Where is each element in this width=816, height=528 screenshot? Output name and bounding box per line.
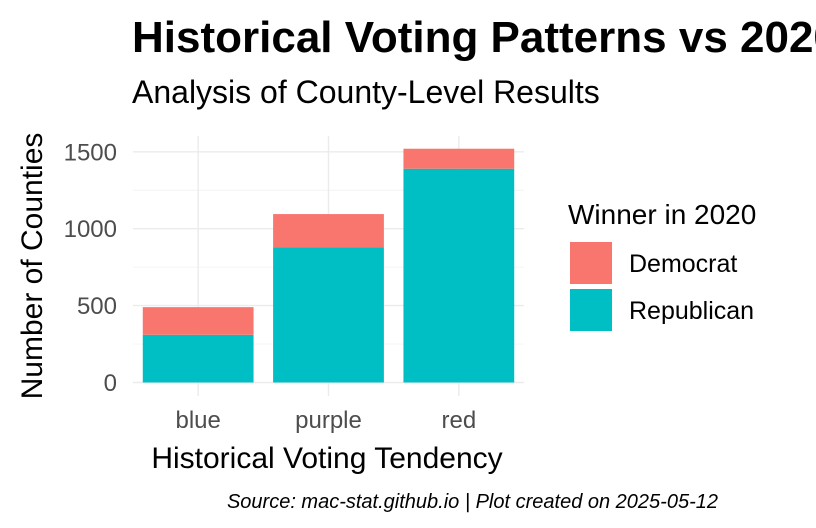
- x-tick-label: red: [441, 407, 476, 434]
- legend: Winner in 2020 Democrat Republican: [568, 199, 756, 331]
- bar-blue-democrat: [142, 307, 254, 335]
- x-tick-label: blue: [175, 407, 220, 434]
- y-tick-labels: 0 500 1000 1500: [64, 139, 117, 397]
- bar-red-republican: [403, 168, 515, 383]
- y-tick-label: 500: [77, 293, 117, 320]
- legend-label-democrat: Democrat: [629, 250, 737, 278]
- bar-purple-republican: [273, 247, 384, 383]
- x-axis-title: Historical Voting Tendency: [151, 442, 502, 475]
- chart-caption: Source: mac-stat.github.io | Plot create…: [227, 491, 718, 513]
- y-tick-label: 1000: [64, 216, 117, 243]
- y-tick-label: 1500: [64, 139, 117, 166]
- bar-red-democrat: [403, 148, 515, 169]
- x-tick-labels: blue purple red: [175, 407, 476, 434]
- bar-purple-democrat: [273, 214, 384, 248]
- legend-swatch-republican: [570, 289, 612, 331]
- legend-swatch-democrat: [570, 242, 612, 284]
- chart-subtitle: Analysis of County-Level Results: [132, 74, 600, 110]
- chart-title: Historical Voting Patterns vs 2020: [132, 13, 816, 62]
- y-tick-label: 0: [104, 370, 117, 397]
- legend-title: Winner in 2020: [568, 199, 756, 230]
- bars: [142, 148, 515, 383]
- bar-blue-republican: [142, 334, 254, 383]
- x-tick-label: purple: [295, 407, 362, 434]
- legend-label-republican: Republican: [629, 297, 754, 325]
- y-axis-title: Number of Counties: [16, 133, 49, 400]
